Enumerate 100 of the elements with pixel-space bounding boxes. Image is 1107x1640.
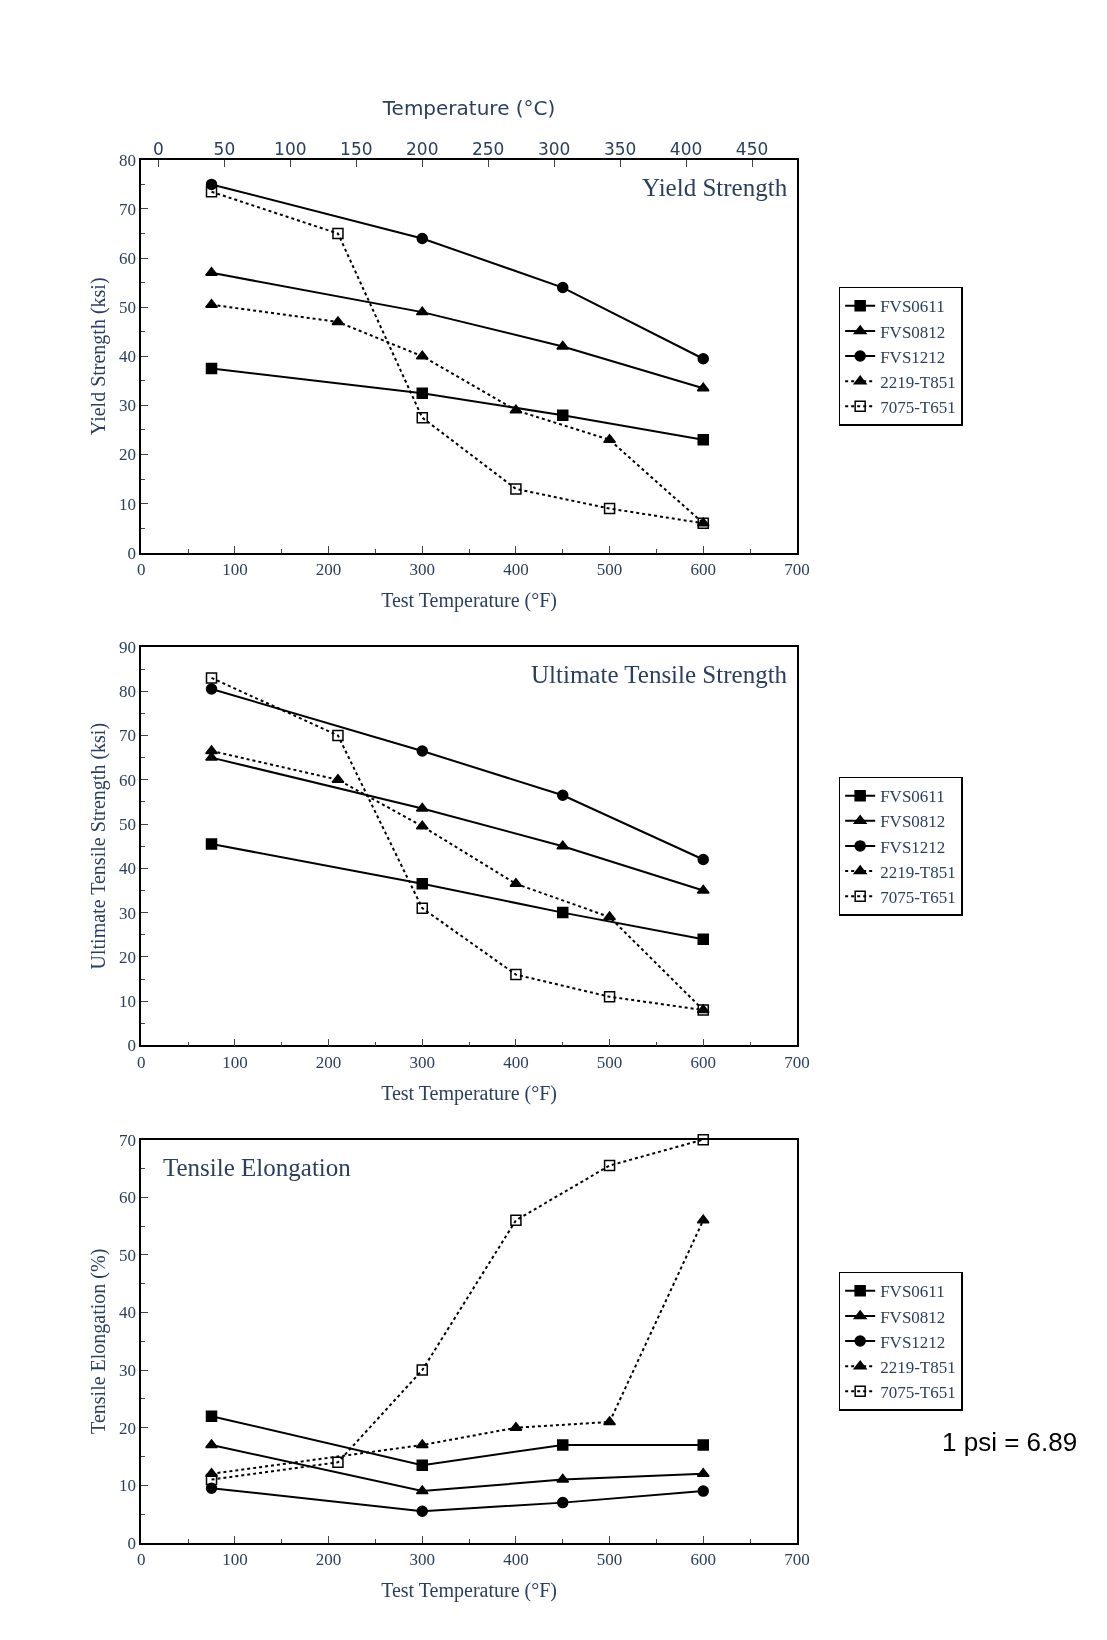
x-tick-label: 400 (503, 1550, 529, 1570)
x-axis-title: Test Temperature (°F) (381, 1081, 558, 1105)
x-tick-label: 300 (409, 1550, 436, 1570)
x-tick-label: 600 (690, 1550, 716, 1570)
x-tick-label: 200 (315, 1052, 342, 1072)
y-tick-label: 10 (119, 1476, 137, 1496)
legend-label: FVS0812 (880, 1307, 946, 1327)
point (557, 409, 569, 421)
legend-label: FVS1212 (880, 347, 946, 367)
x2-tick-label: 100 (274, 139, 307, 160)
x2-tick-label: 450 (735, 139, 769, 160)
x-tick-label: 700 (784, 1052, 810, 1072)
x2-tick-label: 250 (471, 139, 505, 160)
x2-tick-label: 0 (153, 139, 164, 160)
y-axis-title: Tensile Elongation (%) (87, 1248, 111, 1434)
y-tick-label: 50 (119, 814, 137, 834)
point (205, 1473, 218, 1486)
point (205, 1482, 218, 1494)
point (557, 789, 569, 801)
x-tick-label: 400 (503, 559, 529, 579)
point (205, 267, 219, 277)
point (416, 878, 429, 890)
x2-tick-label: 300 (537, 139, 571, 160)
point (416, 411, 429, 424)
point (416, 1459, 429, 1471)
legend-label: FVS0611 (880, 1282, 945, 1302)
point (556, 840, 570, 850)
x-tick-label: 500 (596, 559, 623, 579)
text: 1 psi = 6.89 (942, 1427, 1078, 1457)
x2-tick-label: 50 (213, 139, 236, 160)
x2-tick-label: 150 (340, 139, 373, 160)
y-tick-label: 30 (119, 396, 137, 416)
point (332, 729, 344, 742)
legend-label: FVS1212 (880, 837, 946, 857)
text: Tensile Elongation (163, 1154, 352, 1181)
point (205, 672, 218, 684)
point (557, 1496, 569, 1509)
point (697, 1133, 709, 1146)
point (416, 232, 429, 245)
text: Yield Strength (642, 174, 788, 201)
y-tick-label: 10 (119, 494, 137, 514)
y-tick-label: 50 (119, 298, 137, 318)
x2-tick-label: 200 (406, 139, 439, 160)
x2-tick-label: 350 (603, 139, 637, 160)
x-tick-label: 100 (222, 1550, 248, 1570)
point (415, 1485, 429, 1495)
y-tick-label: 60 (119, 1188, 137, 1208)
legend-label: 2219-T851 (880, 862, 956, 882)
x2-tick-label: 400 (669, 139, 703, 160)
x-tick-label: 300 (409, 1052, 436, 1072)
point (509, 404, 523, 414)
x-tick-label: 700 (784, 1550, 810, 1570)
point (557, 1439, 569, 1451)
point (603, 434, 617, 444)
text: Ultimate Tensile Strength (531, 661, 788, 688)
x-tick-label: 400 (503, 1052, 529, 1072)
point (697, 1439, 709, 1451)
point (556, 340, 570, 350)
point (205, 1439, 219, 1449)
point (205, 745, 219, 755)
y-tick-label: 0 (127, 1533, 137, 1553)
legend-label: FVS0611 (880, 297, 945, 317)
y-tick-label: 80 (119, 150, 137, 170)
point (696, 1468, 710, 1478)
x-tick-label: 200 (315, 1550, 342, 1570)
point (556, 1473, 570, 1483)
point (415, 350, 429, 360)
x-axis-title: Test Temperature (°F) (381, 588, 558, 612)
point (415, 1439, 429, 1449)
y-tick-label: 60 (119, 249, 137, 269)
legend-label: 7075-T651 (880, 887, 956, 907)
point (416, 1364, 429, 1376)
point (510, 968, 522, 981)
point (416, 745, 429, 757)
y-tick-label: 70 (119, 726, 137, 746)
point (697, 853, 709, 866)
y-tick-label: 30 (119, 903, 137, 923)
y-axis-title: Yield Strength (ksi) (87, 277, 111, 436)
legend-label: 2219-T851 (880, 1357, 956, 1377)
point (696, 1214, 710, 1224)
y-tick-label: 10 (119, 992, 137, 1012)
y-tick-label: 30 (119, 1361, 137, 1381)
point (510, 1214, 522, 1227)
point (509, 878, 523, 888)
y-tick-label: 40 (119, 859, 137, 879)
legend-label: FVS0812 (880, 322, 946, 342)
y-tick-label: 60 (119, 770, 137, 790)
x-tick-label: 600 (690, 559, 716, 579)
y-tick-label: 20 (119, 947, 137, 967)
point (696, 382, 710, 392)
point (332, 227, 344, 240)
y-tick-label: 0 (127, 543, 137, 563)
point (557, 281, 569, 294)
y-tick-label: 40 (119, 347, 137, 367)
y-tick-label: 70 (119, 1130, 137, 1150)
point (697, 434, 709, 446)
point (415, 820, 429, 830)
legend-label: 2219-T851 (880, 372, 956, 392)
y-tick-label: 90 (119, 637, 137, 657)
point (416, 387, 429, 399)
